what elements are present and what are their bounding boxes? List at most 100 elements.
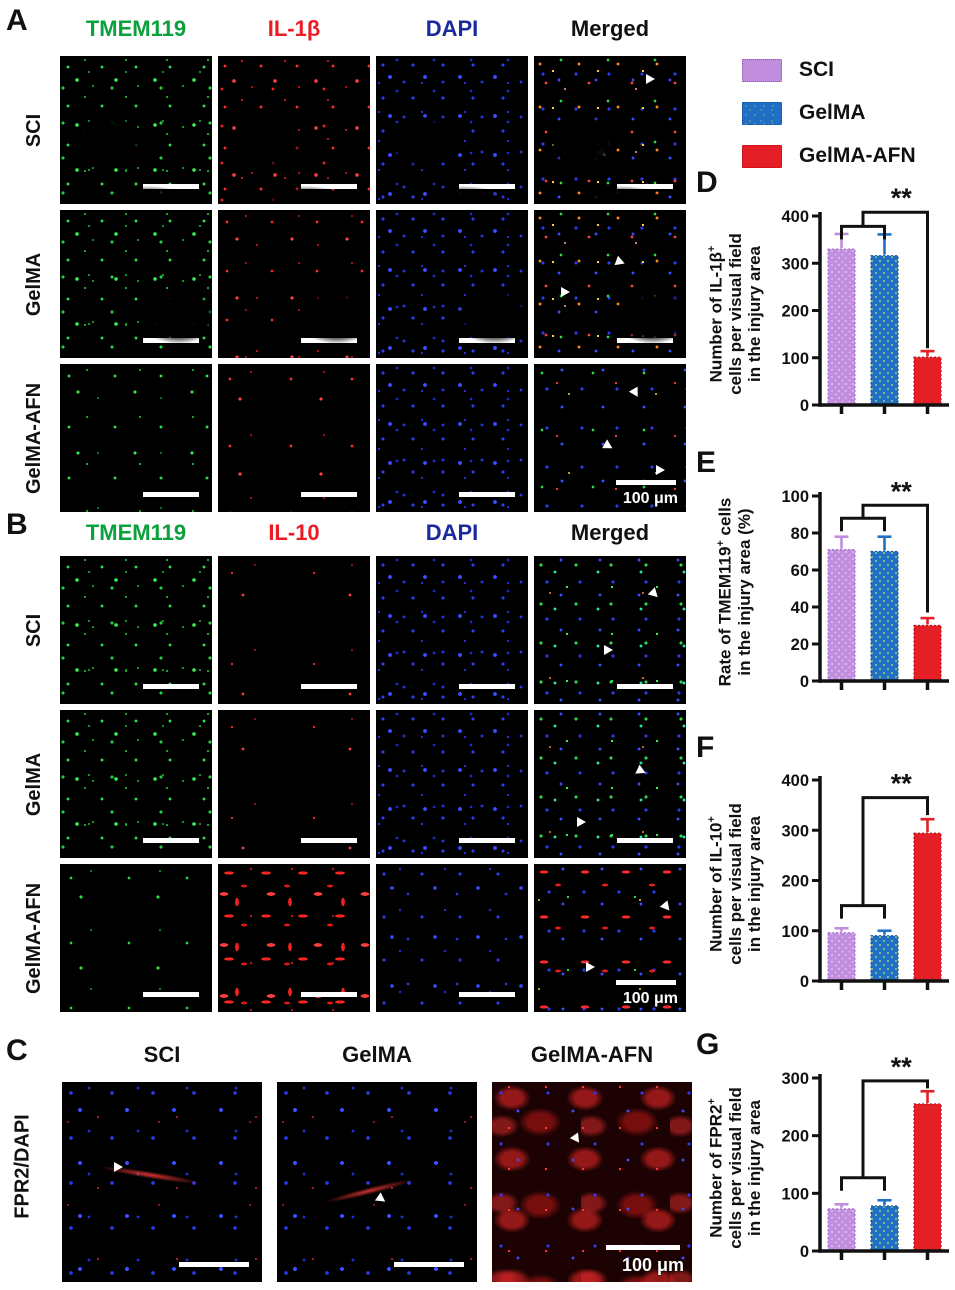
- scale-bar: [394, 1262, 464, 1267]
- svg-text:**: **: [891, 769, 913, 799]
- scale-bar: [617, 838, 673, 843]
- scale-bar: [616, 980, 676, 985]
- scale-bar-label: 100 μm: [622, 990, 678, 1007]
- svg-text:200: 200: [781, 873, 809, 891]
- column-header-il10: IL-10: [268, 520, 320, 545]
- micrograph-a-sci-merged: [534, 56, 686, 204]
- svg-text:200: 200: [781, 1128, 809, 1146]
- bar-chart-fpr2-count: Number of FPR2+ cells per visual field in …: [694, 1048, 955, 1288]
- arrowhead-icon: [585, 961, 595, 972]
- micrograph-a-gelmaafn-dapi: [376, 364, 528, 512]
- arrowhead-icon: [374, 1192, 389, 1206]
- scale-bar: [459, 992, 515, 997]
- svg-text:300: 300: [781, 822, 809, 840]
- panel-label-a: A: [6, 4, 28, 37]
- scale-bar: [143, 684, 199, 689]
- svg-text:200: 200: [781, 303, 809, 321]
- y-axis-title: Number of IL-10+ cells per visual field in…: [705, 803, 765, 965]
- row-label-text: SCI: [23, 113, 46, 147]
- row-label-sci-a: SCI: [14, 56, 56, 204]
- svg-text:**: **: [891, 476, 913, 506]
- scale-bar: [301, 992, 357, 997]
- micrograph-a-gelma-merged: [534, 210, 686, 358]
- column-header-merged-a: Merged: [570, 16, 650, 41]
- micrograph-b-gelmaafn-merged: 100 μm: [534, 864, 686, 1012]
- column-header-sci-c: SCI: [143, 1042, 181, 1067]
- row-label-gelma-b: GelMA: [14, 710, 56, 858]
- row-label-text: GelMA-AFN: [23, 882, 46, 994]
- svg-text:100: 100: [781, 350, 809, 368]
- column-header-merged-b: Merged: [570, 520, 650, 545]
- scale-bar: [143, 184, 199, 189]
- column-header-dapi-a: DAPI: [425, 16, 479, 41]
- scale-bar: [143, 338, 199, 343]
- arrowhead-icon: [595, 146, 609, 160]
- arrowhead-icon: [602, 439, 615, 453]
- panel-label-f: F: [696, 731, 715, 764]
- scale-bar-label: 100 μm: [622, 490, 678, 507]
- legend-swatch-sci: [742, 58, 782, 82]
- micrograph-a-sci-tmem119: [60, 56, 212, 204]
- arrowhead-icon: [646, 73, 656, 84]
- micrograph-b-sci-dapi: [376, 556, 528, 704]
- legend-label-gelma: GelMA: [799, 101, 866, 124]
- legend-label-sci: SCI: [799, 58, 835, 81]
- svg-text:20: 20: [791, 636, 809, 654]
- svg-text:0: 0: [800, 973, 809, 991]
- svg-text:300: 300: [781, 255, 809, 273]
- panel-label-g: G: [696, 1028, 720, 1061]
- svg-text:400: 400: [781, 772, 809, 790]
- micrograph-a-sci-dapi: [376, 56, 528, 204]
- micrograph-b-gelmaafn-dapi: [376, 864, 528, 1012]
- micrograph-a-sci-il1b: [218, 56, 370, 204]
- fpr2-label: FPR2: [11, 1167, 34, 1219]
- scale-bar: [143, 838, 199, 843]
- scale-bar: [459, 684, 515, 689]
- arrowhead-icon: [561, 286, 571, 297]
- arrowhead-icon: [114, 1162, 123, 1172]
- arrowhead-icon: [659, 900, 673, 915]
- legend-swatch-gelmaafn: [742, 144, 782, 168]
- arrowhead-icon: [614, 256, 627, 269]
- scale-bar: [606, 1245, 680, 1250]
- micrograph-b-gelma-dapi: [376, 710, 528, 858]
- svg-text:400: 400: [781, 208, 809, 226]
- y-axis-title: Number of IL-1β+ cells per visual field in…: [705, 233, 765, 395]
- row-label-text: GelMA: [23, 252, 46, 316]
- micrograph-b-gelma-il10: [218, 710, 370, 858]
- scale-bar: [179, 1262, 249, 1267]
- scale-bar: [301, 492, 357, 497]
- row-label-sci-b: SCI: [14, 556, 56, 704]
- legend-item-gelmaafn: GelMA-AFN: [742, 144, 916, 168]
- micrograph-a-gelma-il1b: [218, 210, 370, 358]
- scale-bar: [617, 338, 673, 343]
- micrograph-b-sci-tmem119: [60, 556, 212, 704]
- scale-bar: [617, 184, 673, 189]
- scale-bar: [301, 338, 357, 343]
- column-header-dapi-b: DAPI: [425, 520, 479, 545]
- row-label-gelma-a: GelMA: [14, 210, 56, 358]
- micrograph-b-sci-il10: [218, 556, 370, 704]
- row-label-text: GelMA: [23, 752, 46, 816]
- legend-item-gelma: GelMA: [742, 101, 866, 125]
- micrograph-a-gelmaafn-il1b: [218, 364, 370, 512]
- micrograph-c-sci: [62, 1082, 262, 1282]
- scale-bar: [143, 992, 199, 997]
- arrowhead-icon: [629, 386, 643, 400]
- micrograph-b-gelma-tmem119: [60, 710, 212, 858]
- svg-text:0: 0: [800, 673, 809, 691]
- bar-chart-il10-count: Number of IL-10+ cells per visual field in…: [694, 750, 955, 1018]
- panel-label-e: E: [696, 446, 717, 479]
- column-header-gelmaafn-c: GelMA-AFN: [530, 1042, 654, 1067]
- svg-text:0: 0: [800, 1243, 809, 1261]
- column-header-il1b: IL-1β: [267, 16, 321, 41]
- row-label-gelmaafn-b: GelMA-AFN: [14, 864, 56, 1012]
- row-label-text: SCI: [23, 613, 46, 647]
- svg-text:40: 40: [791, 599, 809, 617]
- column-header-gelma-c: GelMA: [342, 1042, 412, 1067]
- scale-bar: [143, 492, 199, 497]
- svg-text:300: 300: [781, 1070, 809, 1088]
- micrograph-c-gelmaafn: 100 μm: [492, 1082, 692, 1282]
- panel-label-c: C: [6, 1034, 28, 1067]
- micrograph-b-gelma-merged: [534, 710, 686, 858]
